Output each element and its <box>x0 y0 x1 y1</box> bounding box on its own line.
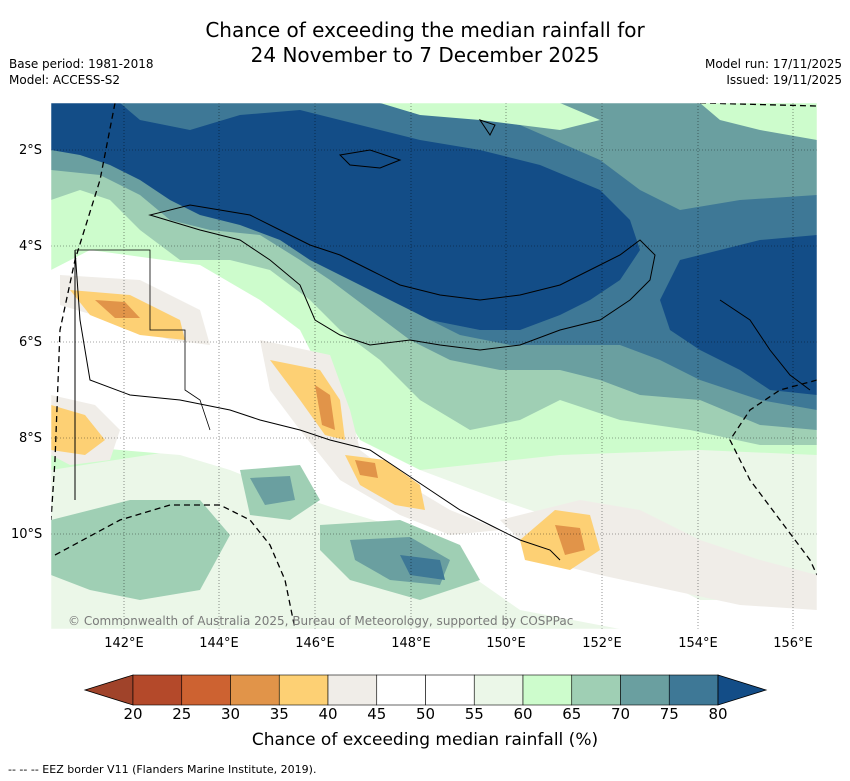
colorbar-tick-label: 75 <box>659 705 679 723</box>
colorbar-label: Chance of exceeding median rainfall (%) <box>251 730 599 750</box>
colorbar-tick-label: 30 <box>220 705 241 723</box>
colorbar-tick-label: 70 <box>610 705 631 723</box>
zone-30-35-b <box>315 385 335 430</box>
lon-label-146e: 146°E <box>295 636 335 651</box>
lat-label-2s: 2°S <box>19 143 43 158</box>
zone-60-65-northeast <box>700 103 817 140</box>
lat-label-6s: 6°S <box>19 335 43 350</box>
zone-60-65-north <box>380 103 600 130</box>
colorbar-under-arrow <box>83 674 134 706</box>
colorbar-tick-label: 80 <box>708 705 728 723</box>
colorbar-cell <box>522 674 573 706</box>
map-title: Chance of exceeding the median rainfall … <box>0 18 850 68</box>
province-borders <box>75 249 211 431</box>
coastline-manus <box>338 149 402 169</box>
coastline-south <box>74 249 561 561</box>
eez-border-south <box>54 504 296 629</box>
colorbar-tick-label: 25 <box>172 705 192 723</box>
map-plot-area <box>51 103 817 629</box>
zone-over-80-north <box>51 103 640 330</box>
zone-30-35-d <box>555 525 585 555</box>
colorbar-tick-label: 55 <box>464 705 484 723</box>
zone-30-35-a <box>95 300 140 318</box>
lat-label-8s: 8°S <box>19 431 43 446</box>
colorbar <box>83 674 768 706</box>
colorbar-cell <box>425 674 475 706</box>
eez-border-west <box>51 103 116 521</box>
lon-label-144e: 144°E <box>199 636 239 651</box>
colorbar-cell <box>668 674 719 706</box>
zone-65-70-southwest <box>51 500 230 600</box>
colorbar-cell <box>571 674 621 706</box>
colorbar-tick-label: 60 <box>513 705 533 723</box>
lat-label-10s: 10°S <box>11 527 43 542</box>
colorbar-cell <box>327 674 378 706</box>
zone-75-80-south-b <box>400 555 445 580</box>
zone-over-80-east <box>660 235 817 395</box>
coastline-island-a <box>478 119 496 136</box>
model-name: Model: ACCESS-S2 <box>9 73 121 87</box>
lon-label-152e: 152°E <box>582 636 622 651</box>
lon-label-150e: 150°E <box>486 636 526 651</box>
map-frame <box>50 102 818 630</box>
zone-35-40-e <box>51 405 105 455</box>
colorbar-cell <box>473 674 524 706</box>
colorbar-cell <box>181 674 231 706</box>
colorbar-tick-label: 20 <box>123 705 143 723</box>
colorbar-cell <box>230 674 280 706</box>
lat-label-4s: 4°S <box>19 239 43 254</box>
title-line-2: 24 November to 7 December 2025 <box>250 43 600 67</box>
meta-left: Base period: 1981-2018 Model: ACCESS-S2 <box>9 56 154 88</box>
eez-border-east <box>729 379 817 576</box>
graticule <box>51 103 817 629</box>
title-line-1: Chance of exceeding the median rainfall … <box>205 18 645 42</box>
zone-30-35-c <box>355 460 378 478</box>
base-period: Base period: 1981-2018 <box>9 57 154 71</box>
zone-45-55-interior <box>51 250 817 629</box>
coastline-bougainville <box>719 299 811 391</box>
eez-footnote: -- -- -- EEZ border V11 (Flanders Marine… <box>8 763 317 776</box>
meta-right: Model run: 17/11/2025 Issued: 19/11/2025 <box>705 56 842 88</box>
colorbar-tick-label: 50 <box>415 705 436 723</box>
colorbar-cell <box>376 674 426 706</box>
colorbar-cell <box>278 674 329 706</box>
lon-label-154e: 154°E <box>678 636 718 651</box>
zone-70-75-south-a <box>250 476 295 505</box>
copyright-notice: © Commonwealth of Australia 2025, Bureau… <box>68 614 574 628</box>
colorbar-cell <box>620 674 670 706</box>
colorbar-tick-label: 45 <box>367 705 387 723</box>
lon-label-142e: 142°E <box>104 636 144 651</box>
colorbar-cell <box>132 674 183 706</box>
colorbar-tick-label: 65 <box>562 705 582 723</box>
issued-date: Issued: 19/11/2025 <box>726 73 842 87</box>
model-run: Model run: 17/11/2025 <box>704 57 842 71</box>
lon-label-156e: 156°E <box>773 636 813 651</box>
colorbar-tick-label: 40 <box>318 705 338 723</box>
colorbar-tick-label: 35 <box>269 705 289 723</box>
colorbar-over-arrow <box>717 674 768 706</box>
lon-label-148e: 148°E <box>391 636 431 651</box>
coastline-north <box>148 204 656 351</box>
